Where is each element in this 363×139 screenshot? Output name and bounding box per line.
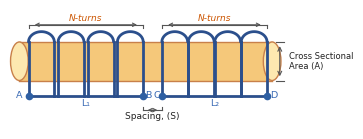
Text: C: C — [154, 91, 160, 100]
Text: N-turns: N-turns — [198, 14, 231, 23]
Text: Spacing, (S): Spacing, (S) — [125, 112, 180, 121]
Text: B: B — [145, 91, 151, 100]
Text: L₂: L₂ — [210, 99, 219, 108]
Text: L₁: L₁ — [81, 99, 90, 108]
Ellipse shape — [11, 42, 28, 80]
Text: Cross Sectional
Area (A): Cross Sectional Area (A) — [289, 52, 354, 71]
Text: A: A — [16, 91, 23, 100]
Ellipse shape — [263, 42, 281, 80]
Bar — [19, 42, 272, 80]
Text: D: D — [270, 91, 278, 100]
Text: N-turns: N-turns — [69, 14, 103, 23]
